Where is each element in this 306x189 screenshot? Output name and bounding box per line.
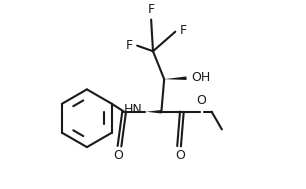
- Text: F: F: [147, 3, 155, 16]
- Polygon shape: [164, 76, 187, 80]
- Text: O: O: [175, 149, 185, 162]
- Polygon shape: [146, 110, 161, 114]
- Text: O: O: [196, 94, 206, 107]
- Text: O: O: [114, 149, 124, 162]
- Text: HN: HN: [124, 103, 143, 116]
- Text: F: F: [126, 39, 133, 52]
- Text: F: F: [179, 24, 187, 37]
- Text: OH: OH: [191, 71, 211, 84]
